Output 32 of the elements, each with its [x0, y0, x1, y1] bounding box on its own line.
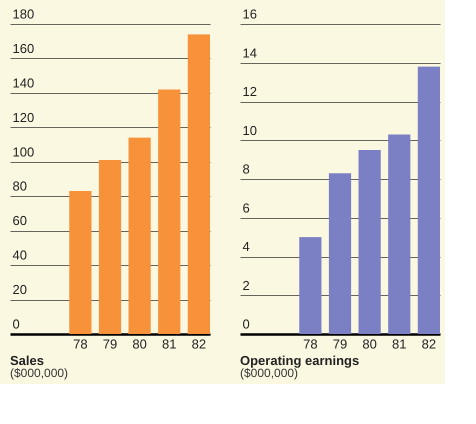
- y-tick-label: 40: [12, 248, 27, 263]
- y-tick-label: 180: [12, 6, 34, 22]
- y-tick-label: 20: [12, 282, 27, 298]
- text: ($000,000): [10, 366, 68, 380]
- x-tick-label: 81: [392, 336, 406, 352]
- text: Operating earnings: [240, 353, 360, 368]
- y-tick-label: 2: [242, 278, 250, 293]
- y-tick-label: 100: [12, 144, 34, 160]
- x-tick-label: 81: [162, 336, 176, 352]
- y-tick-label: 120: [12, 110, 34, 125]
- y-tick-label: 10: [242, 122, 257, 138]
- x-tick-label: 82: [192, 336, 206, 352]
- x-tick-label: 78: [73, 336, 88, 352]
- x-tick-label: 80: [362, 336, 377, 352]
- y-tick-label: 0: [242, 316, 250, 332]
- y-tick-label: 14: [242, 45, 257, 60]
- x-tick-label: 79: [102, 336, 118, 352]
- y-tick-label: 16: [242, 6, 257, 22]
- text: Sales: [10, 353, 44, 368]
- y-tick-label: 8: [242, 162, 250, 176]
- y-tick-label: 60: [12, 213, 27, 228]
- x-tick-label: 80: [132, 336, 147, 352]
- x-tick-label: 79: [332, 336, 348, 352]
- x-tick-label: 82: [422, 336, 436, 352]
- y-tick-label: 4: [242, 239, 250, 254]
- y-tick-label: 0: [12, 316, 20, 332]
- x-tick-label: 78: [303, 336, 318, 352]
- y-tick-label: 80: [12, 178, 27, 194]
- y-tick-label: 12: [242, 84, 257, 99]
- y-tick-label: 160: [12, 40, 34, 56]
- y-tick-label: 6: [242, 200, 250, 216]
- y-tick-label: 140: [12, 75, 34, 90]
